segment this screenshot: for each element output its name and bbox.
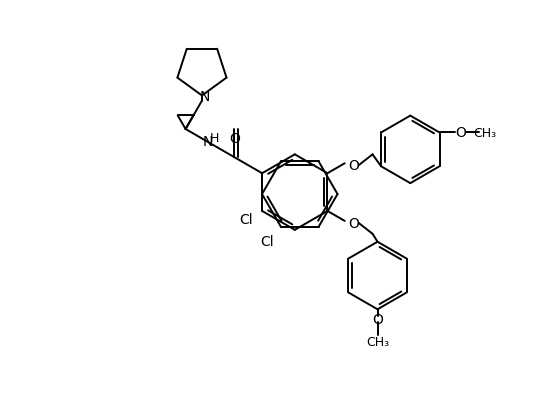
Text: O: O <box>372 312 383 326</box>
Text: N: N <box>203 135 213 148</box>
Text: O: O <box>348 159 359 173</box>
Text: O: O <box>229 132 240 146</box>
Text: CH₃: CH₃ <box>366 335 389 348</box>
Text: O: O <box>455 126 466 140</box>
Text: Cl: Cl <box>239 212 253 226</box>
Text: CH₃: CH₃ <box>474 127 497 139</box>
Text: H: H <box>210 132 219 145</box>
Text: O: O <box>348 216 359 230</box>
Text: N: N <box>200 90 210 104</box>
Text: Cl: Cl <box>260 234 274 248</box>
